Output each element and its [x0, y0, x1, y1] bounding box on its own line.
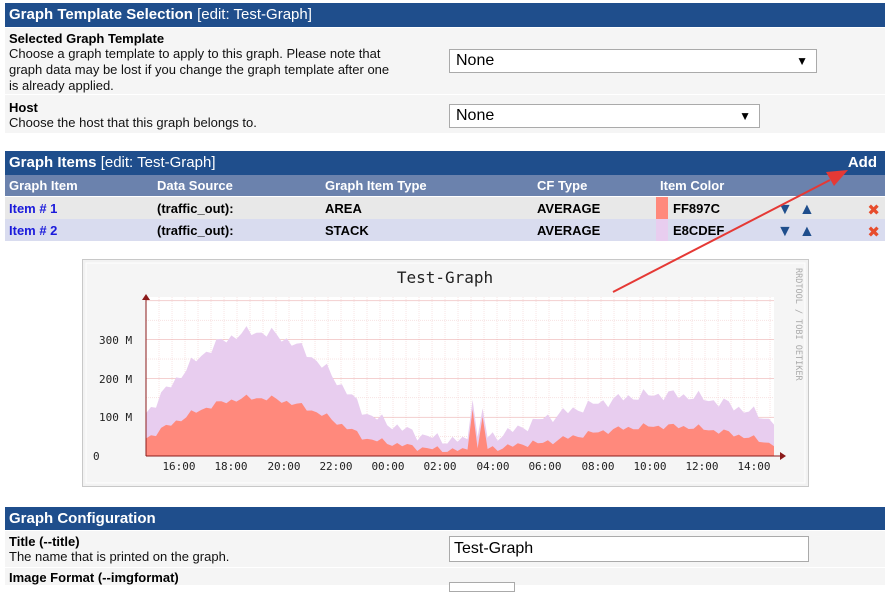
graph-items-header: Graph Items [edit: Test-Graph] Add	[5, 151, 885, 175]
row-2-color: E8CDEF	[673, 223, 725, 238]
graph-template-header: Graph Template Selection [edit: Test-Gra…	[5, 3, 885, 27]
x-tick-label: 04:00	[476, 460, 509, 473]
row-1-type: AREA	[325, 201, 362, 216]
host-select-value: None	[456, 107, 495, 124]
graph-template-title: Graph Template Selection	[9, 6, 193, 23]
template-desc-3: is already applied.	[9, 78, 114, 93]
row-2-cf: AVERAGE	[537, 223, 601, 238]
host-desc: Choose the host that this graph belongs …	[9, 115, 257, 130]
table-row: Item # 2 (traffic_out): STACK AVERAGE E8…	[5, 219, 885, 241]
format-row: Image Format (--imgformat)	[5, 568, 885, 592]
template-desc-2: graph data may be lost if you change the…	[9, 62, 390, 77]
row-2-type: STACK	[325, 223, 369, 238]
template-row: Selected Graph Template Choose a graph t…	[5, 28, 885, 94]
graph-items-title: Graph Items	[9, 154, 97, 171]
x-tick-label: 02:00	[423, 460, 456, 473]
graph-config-header: Graph Configuration	[5, 507, 885, 530]
col-item-type: Graph Item Type	[325, 178, 427, 193]
delete-icon[interactable]: ✖	[867, 202, 880, 219]
move-down-icon[interactable]: ▼	[777, 201, 793, 218]
move-down-icon[interactable]: ▼	[777, 223, 793, 240]
chevron-down-icon: ▼	[796, 54, 808, 68]
format-select[interactable]	[449, 582, 515, 592]
x-tick-label: 08:00	[581, 460, 614, 473]
col-cf-type: CF Type	[537, 178, 588, 193]
y-axis-arrow	[142, 294, 150, 300]
area-series-area	[146, 394, 774, 456]
row-1-color: FF897C	[673, 201, 720, 216]
color-swatch	[656, 219, 668, 241]
template-desc-1: Choose a graph template to apply to this…	[9, 46, 381, 61]
x-ticks: 16:00 18:00 20:00 22:00 00:00 02:00 04:0…	[162, 460, 770, 473]
graph-side-label: RRDTOOL / TOBI OETIKER	[793, 268, 803, 381]
x-tick-label: 06:00	[528, 460, 561, 473]
x-tick-label: 14:00	[737, 460, 770, 473]
graph-items-edit: [edit: Test-Graph]	[100, 154, 216, 171]
graph-title: Test-Graph	[397, 268, 493, 287]
x-tick-label: 22:00	[319, 460, 352, 473]
move-up-icon[interactable]: ▲	[799, 201, 815, 218]
chevron-down-icon: ▼	[739, 109, 751, 123]
x-tick-label: 12:00	[685, 460, 718, 473]
graph-config-panel: Graph Configuration Title (--title) The …	[5, 507, 885, 592]
col-graph-item: Graph Item	[9, 178, 78, 193]
delete-icon[interactable]: ✖	[867, 224, 880, 241]
graph-preview: Test-Graph RRDTOOL / TOBI OETIKER 0 100 …	[82, 259, 809, 487]
row-1-cf: AVERAGE	[537, 201, 601, 216]
template-select[interactable]: None ▼	[449, 49, 817, 73]
host-label: Host	[9, 100, 38, 115]
graph-config-title: Graph Configuration	[9, 510, 156, 527]
y-ticks: 0 100 M 200 M 300 M	[93, 334, 132, 463]
template-label: Selected Graph Template	[9, 31, 165, 46]
add-item-link[interactable]: Add	[847, 154, 877, 171]
axes	[142, 294, 786, 460]
items-table-header: Graph Item Data Source Graph Item Type C…	[5, 175, 885, 196]
x-axis-arrow	[780, 452, 786, 460]
host-select[interactable]: None ▼	[449, 104, 760, 128]
y-tick-label: 300 M	[99, 334, 132, 347]
host-row: Host Choose the host that this graph bel…	[5, 95, 885, 133]
y-tick-label: 200 M	[99, 373, 132, 386]
graph-svg: Test-Graph RRDTOOL / TOBI OETIKER 0 100 …	[85, 262, 806, 484]
y-tick-label: 0	[93, 450, 100, 463]
x-tick-label: 20:00	[267, 460, 300, 473]
x-tick-label: 18:00	[214, 460, 247, 473]
col-item-color: Item Color	[660, 178, 725, 193]
graph-template-panel: Graph Template Selection [edit: Test-Gra…	[5, 3, 885, 134]
title-desc: The name that is printed on the graph.	[9, 549, 230, 564]
template-select-value: None	[456, 52, 495, 69]
row-1-source: (traffic_out):	[157, 201, 234, 216]
x-tick-label: 10:00	[633, 460, 666, 473]
x-tick-label: 16:00	[162, 460, 195, 473]
title-row: Title (--title) The name that is printed…	[5, 531, 885, 567]
col-data-source: Data Source	[157, 178, 233, 193]
item-1-link[interactable]: Item # 1	[9, 201, 58, 216]
x-tick-label: 00:00	[371, 460, 404, 473]
row-2-source: (traffic_out):	[157, 223, 234, 238]
move-up-icon[interactable]: ▲	[799, 223, 815, 240]
y-tick-label: 100 M	[99, 411, 132, 424]
color-swatch	[656, 197, 668, 219]
table-row: Item # 1 (traffic_out): AREA AVERAGE FF8…	[5, 197, 885, 219]
format-label: Image Format (--imgformat)	[9, 570, 179, 585]
title-input[interactable]: Test-Graph	[449, 536, 809, 562]
graph-items-panel: Graph Items [edit: Test-Graph] Add Graph…	[5, 151, 885, 241]
title-label: Title (--title)	[9, 534, 80, 549]
graph-template-edit: [edit: Test-Graph]	[197, 6, 312, 23]
item-2-link[interactable]: Item # 2	[9, 223, 58, 238]
